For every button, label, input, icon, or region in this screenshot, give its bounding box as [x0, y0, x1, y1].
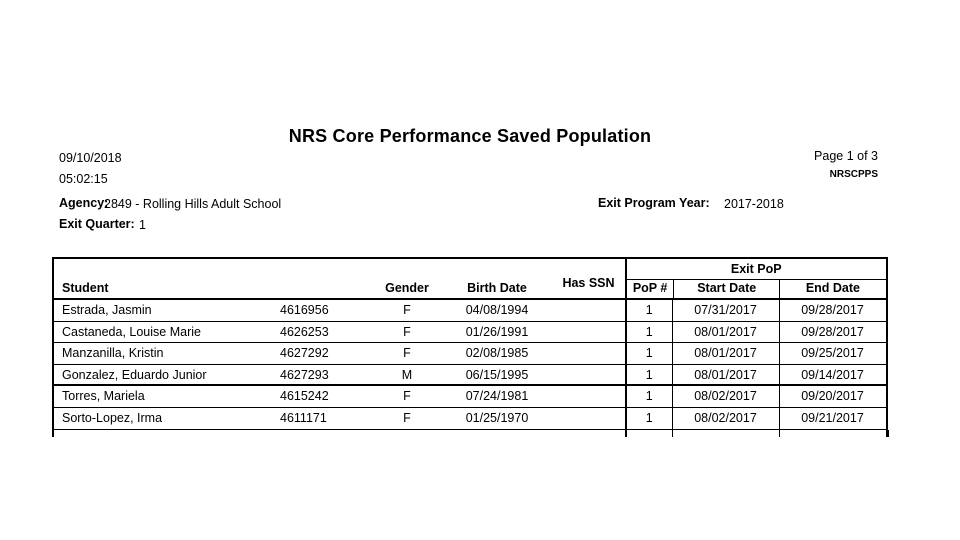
cell-student: Gonzalez, Eduardo Junior: [62, 367, 207, 382]
exit-program-year-value: 2017-2018: [724, 197, 784, 211]
table-cutoff-lines: [52, 429, 889, 437]
cell-student: Estrada, Jasmin: [62, 303, 152, 317]
student-table: Student Gender Birth Date Has SSN Exit P…: [52, 257, 889, 437]
cell-gender: F: [403, 389, 411, 404]
cell-student-id: 4616956: [280, 303, 329, 317]
agency-value: 2849 - Rolling Hills Adult School: [104, 197, 282, 211]
cell-start-date: 08/01/2017: [671, 321, 779, 343]
cell-has-ssn: [552, 386, 625, 407]
cell-end-date: 09/21/2017: [778, 407, 886, 429]
cell-gender: M: [401, 367, 413, 382]
exit-quarter-label: Exit Quarter:: [59, 217, 135, 231]
cell-student-id: 4626253: [280, 324, 329, 339]
cell-student-id: 4615242: [280, 389, 329, 404]
cell-has-ssn: [552, 408, 625, 429]
col-header-pop-num: PoP #: [632, 281, 668, 295]
exit-pop-header-group: Exit PoP PoP # Start Date End Date: [625, 259, 886, 300]
report-title: NRS Core Performance Saved Population: [288, 126, 652, 146]
table-row: Manzanilla, Kristin 4627292 F 02/08/1985…: [54, 343, 886, 365]
table-row: Castaneda, Louise Marie 4626253 F 01/26/…: [54, 321, 886, 344]
col-header-student: Student: [62, 281, 109, 295]
table-row: Estrada, Jasmin 4616956 F 04/08/1994 1 0…: [54, 300, 886, 322]
col-header-start-date: Start Date: [673, 280, 779, 299]
report-code: NRSCPPS: [829, 169, 878, 180]
cell-start-date: 08/01/2017: [671, 364, 779, 385]
cell-pop-num: 1: [625, 386, 672, 407]
cell-pop-num: 1: [625, 364, 672, 385]
report-datetime: 09/10/2018 05:02:15: [59, 148, 122, 190]
report-page-info: Page 1 of 3 NRSCPPS: [814, 149, 878, 182]
cell-end-date: 09/20/2017: [778, 386, 886, 407]
cell-birth-date: 04/08/1994: [465, 303, 529, 317]
cell-birth-date: 06/15/1995: [465, 367, 529, 382]
cell-pop-num: 1: [625, 321, 672, 343]
cell-start-date: 08/02/2017: [671, 386, 779, 407]
cell-pop-num: 1: [625, 407, 672, 429]
col-header-gender: Gender: [385, 281, 429, 295]
table-header: Student Gender Birth Date Has SSN Exit P…: [54, 259, 886, 300]
table-row: Torres, Mariela 4615242 F 07/24/1981 1 0…: [54, 386, 886, 408]
cell-pop-num: 1: [625, 343, 672, 364]
cell-has-ssn: [552, 322, 625, 343]
cell-start-date: 08/01/2017: [671, 343, 779, 364]
cell-end-date: 09/28/2017: [778, 300, 886, 321]
cell-pop-num: 1: [625, 300, 672, 321]
col-header-end-date: End Date: [779, 280, 885, 299]
exit-program-year-label: Exit Program Year:: [598, 196, 710, 210]
cell-birth-date: 01/26/1991: [465, 324, 529, 339]
cell-student-id: 4627293: [280, 367, 329, 382]
cell-student: Sorto-Lopez, Irma: [62, 410, 163, 425]
col-header-has-ssn: Has SSN: [562, 276, 615, 290]
cell-student: Torres, Mariela: [62, 389, 145, 404]
exit-pop-group-label: Exit PoP: [627, 259, 886, 280]
cell-gender: F: [403, 324, 411, 339]
cell-end-date: 09/14/2017: [778, 364, 886, 385]
cell-student: Manzanilla, Kristin: [62, 346, 164, 361]
cell-student-id: 4627292: [280, 346, 329, 361]
cell-end-date: 09/28/2017: [778, 321, 886, 343]
cell-end-date: 09/25/2017: [778, 343, 886, 364]
page-number: Page 1 of 3: [814, 149, 878, 163]
cell-start-date: 07/31/2017: [671, 300, 779, 321]
cell-has-ssn: [552, 343, 625, 364]
cell-start-date: 08/02/2017: [671, 407, 779, 429]
cell-birth-date: 07/24/1981: [465, 389, 529, 404]
cell-gender: F: [403, 410, 411, 425]
agency-label: Agency:: [59, 196, 109, 210]
exit-quarter-value: 1: [139, 218, 146, 232]
report-time: 05:02:15: [59, 172, 108, 186]
cell-has-ssn: [552, 300, 625, 321]
cell-student-id: 4611171: [280, 410, 327, 425]
col-header-birth-date: Birth Date: [467, 281, 527, 295]
cell-gender: F: [403, 346, 411, 361]
cell-student: Castaneda, Louise Marie: [62, 324, 201, 339]
cell-birth-date: 02/08/1985: [465, 346, 529, 361]
table-row: Gonzalez, Eduardo Junior 4627293 M 06/15…: [54, 364, 886, 387]
cell-gender: F: [403, 303, 411, 317]
cell-has-ssn: [552, 365, 625, 385]
cell-birth-date: 01/25/1970: [465, 410, 529, 425]
table-row: Sorto-Lopez, Irma 4611171 F 01/25/1970 1…: [54, 407, 886, 430]
report-date: 09/10/2018: [59, 151, 122, 165]
